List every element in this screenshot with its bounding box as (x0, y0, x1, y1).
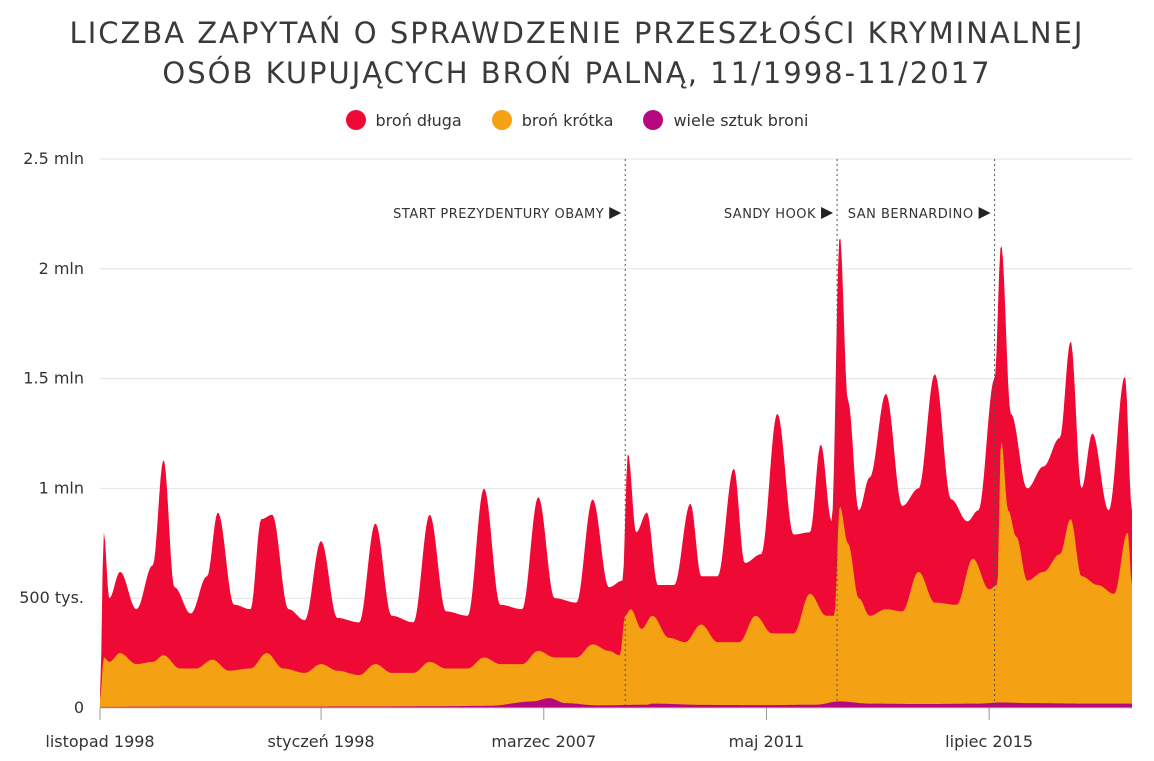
y-tick-label-4: 2 mln (39, 259, 84, 278)
x-tick-label-4: lipiec 2015 (945, 732, 1033, 751)
legend-label-short: broń krótka (521, 110, 614, 130)
legend-swatch-short (491, 110, 512, 130)
legend-item-multi: wiele sztuk broni (643, 110, 808, 130)
x-tick-label-2: marzec 2007 (491, 732, 596, 751)
annotation-label-1: SANDY HOOK (724, 207, 816, 222)
y-tick-label-2: 1 mln (39, 478, 84, 497)
y-tick-label-1: 500 tys. (19, 588, 84, 607)
legend-item-long: broń długa (345, 110, 462, 130)
annotation-label-0: START PREZYDENTURY OBAMY (393, 207, 604, 222)
x-tick-label-1: styczeń 1998 (268, 732, 375, 751)
annotation-label-2: SAN BERNARDINO (848, 207, 974, 222)
annotation-arrow-0 (609, 207, 622, 219)
legend-label-multi: wiele sztuk broni (673, 110, 809, 130)
y-tick-label-5: 2.5 mln (23, 149, 84, 168)
chart-title-line1: LICZBA ZAPYTAŃ O SPRAWDZENIE PRZESZŁOŚCI… (69, 16, 1085, 50)
annotation-arrow-2 (978, 207, 991, 219)
legend-item-short: broń krótka (491, 110, 614, 130)
series-area-short (100, 441, 1132, 708)
y-tick-label-0: 0 (74, 698, 84, 717)
x-tick-label-0: listopad 1998 (45, 732, 154, 751)
legend-swatch-multi (643, 110, 664, 130)
series-area-long (100, 238, 1132, 709)
legend-label-long: broń długa (375, 110, 462, 130)
x-tick-label-3: maj 2011 (729, 732, 805, 751)
y-tick-label-3: 1.5 mln (23, 369, 84, 388)
legend-swatch-long (345, 110, 366, 130)
annotation-arrow-1 (821, 207, 834, 219)
chart-legend: broń długa broń krótka wiele sztuk broni (0, 110, 1154, 130)
series-area-multi (100, 698, 1132, 708)
chart-title-line2: OSÓB KUPUJĄCYCH BROŃ PALNĄ, 11/1998-11/2… (162, 56, 992, 90)
